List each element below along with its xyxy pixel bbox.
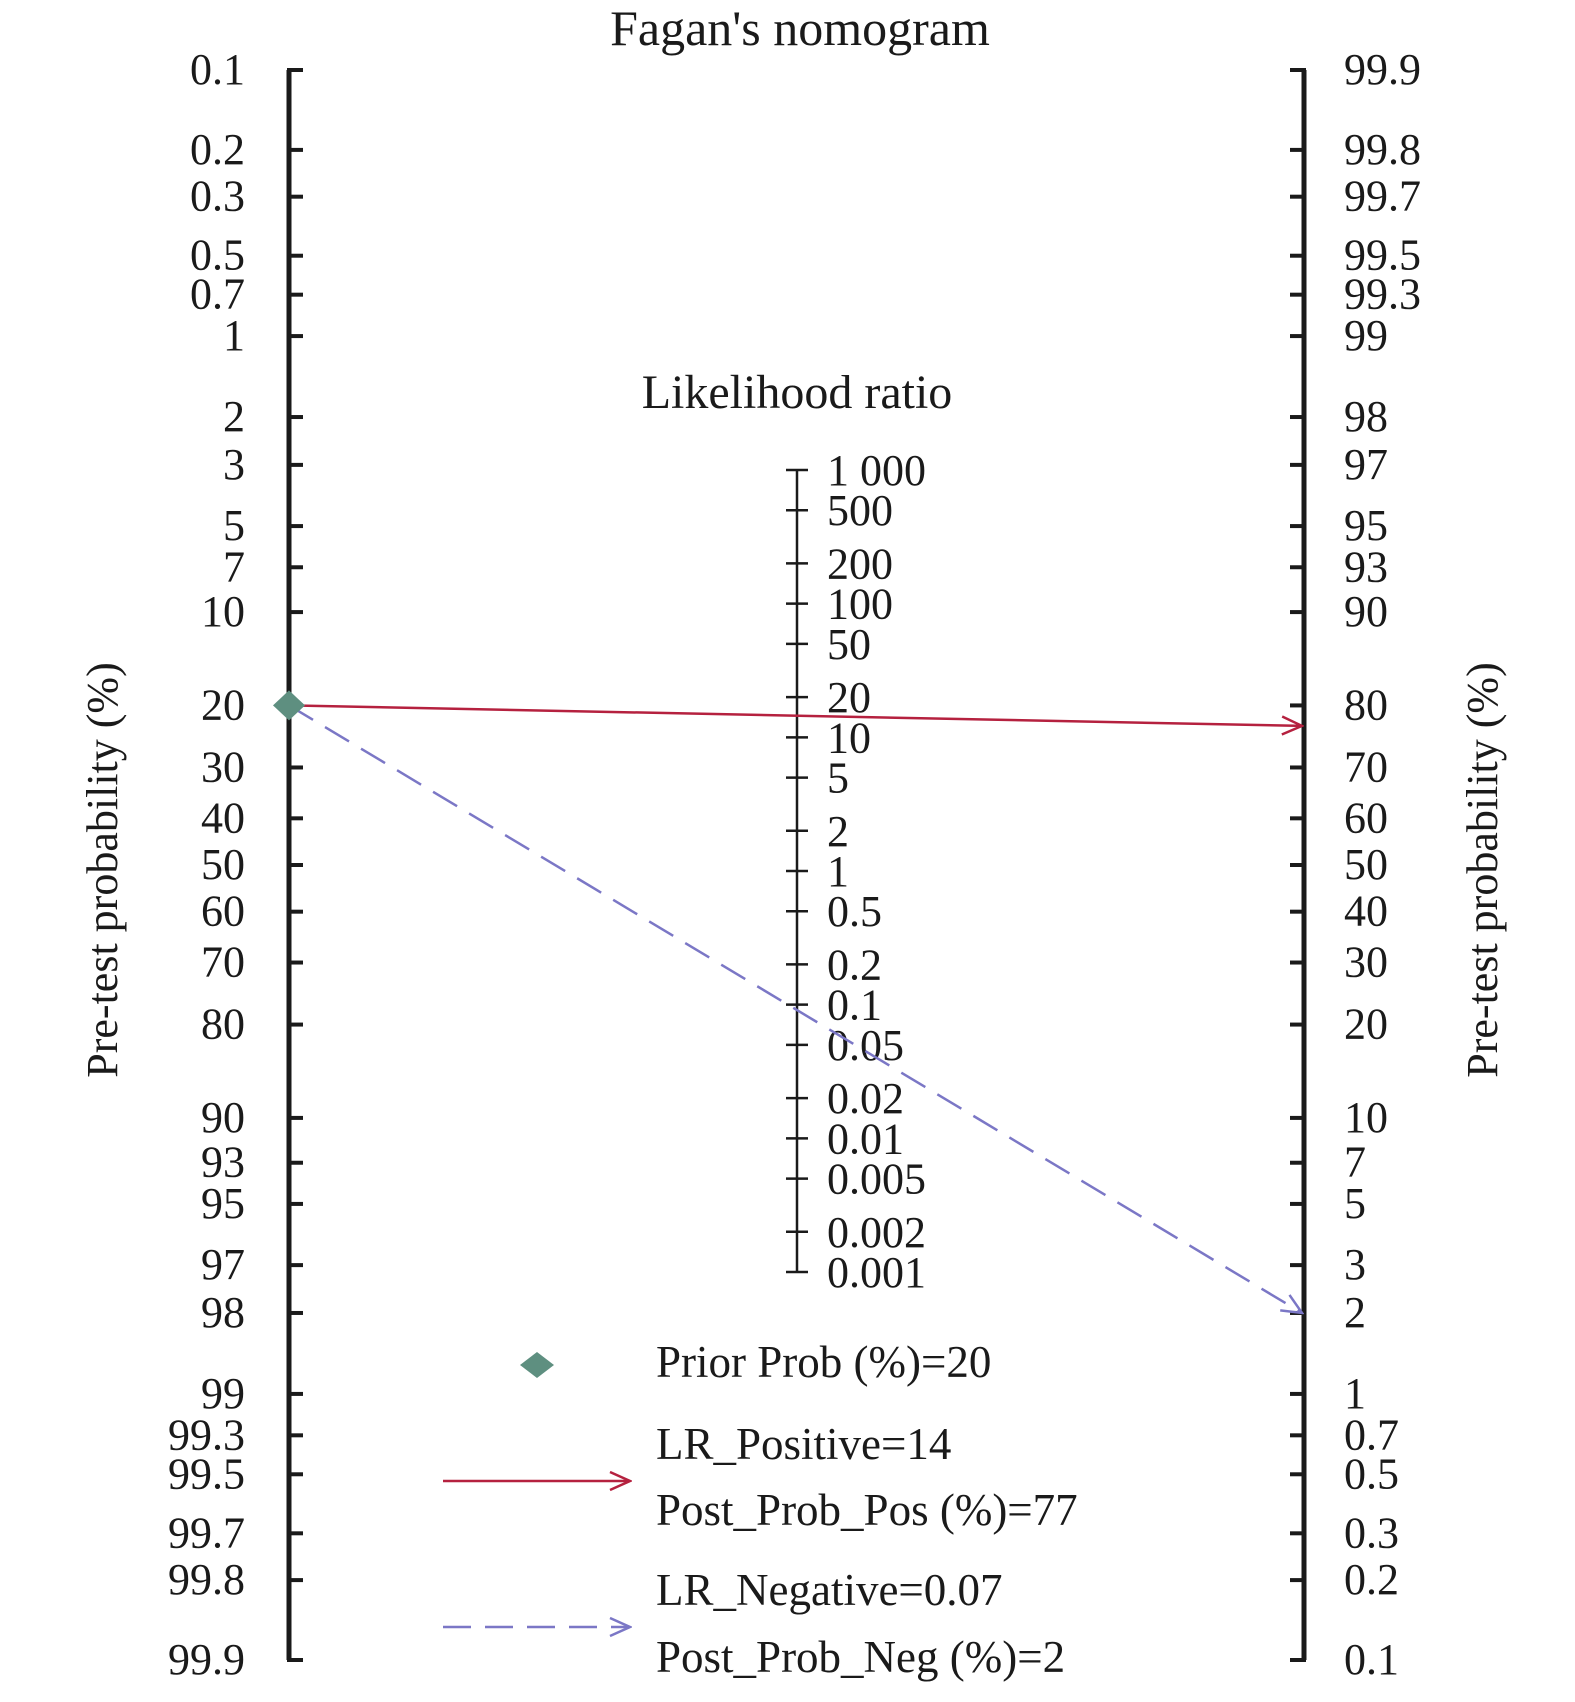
- lr-axis-tick-label: 2: [827, 807, 849, 856]
- right-axis-tick-label: 80: [1344, 680, 1388, 729]
- left-axis-tick-label: 99: [201, 1369, 245, 1418]
- legend-lr-negative-text: LR_Negative=0.07: [656, 1565, 1003, 1615]
- left-axis-tick-label: 93: [201, 1138, 245, 1187]
- left-axis-tick-label: 30: [201, 742, 245, 791]
- left-axis-tick-label: 99.3: [168, 1410, 245, 1459]
- lr-axis-tick-label: 0.01: [827, 1114, 904, 1163]
- lr-axis-tick-label: 200: [827, 539, 893, 588]
- right-axis-tick-label: 97: [1344, 440, 1388, 489]
- right-axis-tick-label: 99.3: [1344, 270, 1421, 319]
- lr-axis-tick-label: 10: [827, 713, 871, 762]
- left-axis-tick-label: 1: [223, 311, 245, 360]
- right-axis-tick-label: 5: [1344, 1179, 1366, 1228]
- negative-lr-line: [288, 704, 1302, 1313]
- left-axis-tick-label: 99.7: [168, 1508, 245, 1557]
- likelihood-ratio-label: Likelihood ratio: [642, 366, 953, 419]
- right-axis-tick-label: 99: [1344, 311, 1388, 360]
- right-axis-tick-label: 3: [1344, 1240, 1366, 1289]
- right-axis-tick-label: 7: [1344, 1138, 1366, 1187]
- left-axis-tick-label: 3: [223, 440, 245, 489]
- lr-axis-tick-label: 500: [827, 486, 893, 535]
- right-axis-tick-label: 2: [1344, 1288, 1366, 1337]
- left-axis-tick-label: 95: [201, 1179, 245, 1228]
- right-axis-tick-label: 99.5: [1344, 231, 1421, 280]
- right-axis-tick-label: 40: [1344, 887, 1388, 936]
- left-axis-tick-label: 0.3: [190, 172, 245, 221]
- right-axis-tick-label: 98: [1344, 392, 1388, 441]
- left-axis-tick-label: 98: [201, 1288, 245, 1337]
- lr-axis-tick-label: 0.005: [827, 1155, 926, 1204]
- lr-axis-tick-label: 0.5: [827, 887, 882, 936]
- right-axis-tick-label: 99.9: [1344, 45, 1421, 94]
- right-axis-tick-label: 70: [1344, 742, 1388, 791]
- lr-axis-tick-label: 0.1: [827, 981, 882, 1030]
- positive-lr-line: [288, 704, 1302, 725]
- right-axis-tick-label: 0.7: [1344, 1410, 1399, 1459]
- right-axis-tick-label: 60: [1344, 793, 1388, 842]
- lr-axis-tick-label: 0.2: [827, 940, 882, 989]
- left-axis-tick-label: 0.7: [190, 270, 245, 319]
- left-axis-tick-label: 97: [201, 1240, 245, 1289]
- left-axis-tick-label: 0.5: [190, 231, 245, 280]
- left-axis-tick-label: 20: [201, 680, 245, 729]
- legend-lr-positive-text: LR_Positive=14: [656, 1419, 951, 1469]
- lr-axis-tick-label: 20: [827, 673, 871, 722]
- legend-prior-text: Prior Prob (%)=20: [656, 1337, 991, 1387]
- left-axis-tick-label: 5: [223, 501, 245, 550]
- right-axis-tick-label: 50: [1344, 840, 1388, 889]
- right-axis-tick-label: 30: [1344, 938, 1388, 987]
- right-axis-tick-label: 93: [1344, 542, 1388, 591]
- left-axis-tick-label: 10: [201, 587, 245, 636]
- legend-prior-marker: [520, 1352, 554, 1378]
- legend-post-prob-neg-text: Post_Prob_Neg (%)=2: [656, 1632, 1065, 1682]
- chart-title: Fagan's nomogram: [610, 0, 990, 56]
- right-axis-label: Pre-test probability (%): [1458, 662, 1507, 1077]
- right-axis-tick-label: 0.3: [1344, 1508, 1399, 1557]
- right-axis-tick-label: 10: [1344, 1093, 1388, 1142]
- left-axis-tick-label: 50: [201, 840, 245, 889]
- right-axis-tick-label: 95: [1344, 501, 1388, 550]
- left-axis-tick-label: 60: [201, 887, 245, 936]
- right-axis-tick-label: 0.2: [1344, 1555, 1399, 1604]
- legend-post-prob-pos-text: Post_Prob_Pos (%)=77: [656, 1485, 1078, 1535]
- right-axis-tick-label: 0.5: [1344, 1449, 1399, 1498]
- lr-axis-tick-label: 0.05: [827, 1021, 904, 1070]
- right-axis-tick-label: 90: [1344, 587, 1388, 636]
- left-axis-tick-label: 80: [201, 1000, 245, 1049]
- left-axis-tick-label: 90: [201, 1093, 245, 1142]
- lr-axis-tick-label: 0.001: [827, 1248, 926, 1297]
- right-axis-tick-label: 99.7: [1344, 172, 1421, 221]
- result-lines: [273, 690, 1302, 1313]
- lr-axis-tick-label: 0.002: [827, 1208, 926, 1257]
- left-axis-tick-label: 70: [201, 938, 245, 987]
- right-axis-tick-label: 1: [1344, 1369, 1366, 1418]
- left-axis-tick-label: 7: [223, 542, 245, 591]
- left-axis-tick-label: 99.8: [168, 1555, 245, 1604]
- likelihood-ratio-axis: 1 0005002001005020105210.50.20.10.050.02…: [786, 446, 926, 1297]
- lr-axis-tick-label: 1: [827, 847, 849, 896]
- lr-axis-tick-label: 0.02: [827, 1074, 904, 1123]
- left-axis-tick-label: 0.1: [190, 45, 245, 94]
- left-axis-tick-label: 40: [201, 793, 245, 842]
- prior-probability-marker: [273, 690, 305, 721]
- lr-axis-tick-label: 100: [827, 580, 893, 629]
- left-axis-tick-label: 99.5: [168, 1449, 245, 1498]
- lr-axis-tick-label: 5: [827, 754, 849, 803]
- left-axis-tick-label: 0.2: [190, 125, 245, 174]
- left-axis-tick-label: 99.9: [168, 1635, 245, 1684]
- lr-axis-tick-label: 1 000: [827, 446, 926, 495]
- right-axis-tick-label: 99.8: [1344, 125, 1421, 174]
- legend: Prior Prob (%)=20 LR_Positive=14 Post_Prob…: [443, 1337, 1078, 1682]
- right-axis-tick-label: 0.1: [1344, 1635, 1399, 1684]
- right-axis-tick-label: 20: [1344, 1000, 1388, 1049]
- lr-axis-tick-label: 50: [827, 620, 871, 669]
- left-axis-label: Pre-test probability (%): [78, 662, 127, 1077]
- left-axis-tick-label: 2: [223, 392, 245, 441]
- right-probability-axis: 99.999.899.799.599.399989795939080706050…: [1290, 45, 1421, 1684]
